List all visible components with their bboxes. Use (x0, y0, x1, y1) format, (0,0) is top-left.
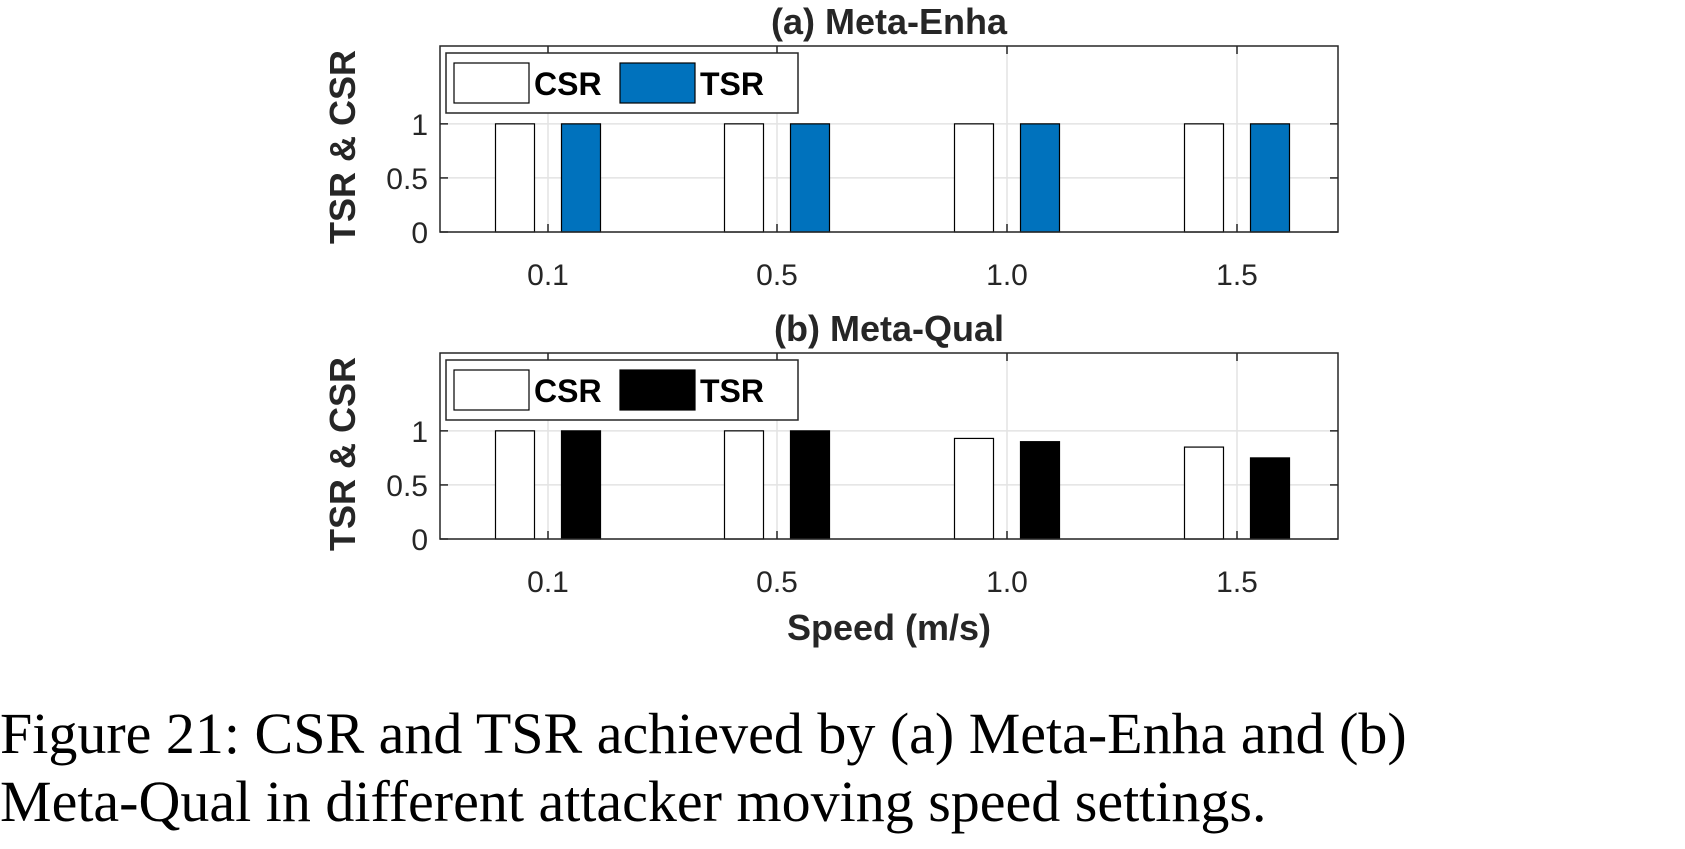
bar-tsr-0.5 (789, 430, 831, 540)
bar-tsr-1.5 (1249, 457, 1291, 540)
axes-box (439, 352, 1339, 540)
x-tick-label: 1.5 (1216, 259, 1258, 292)
bar-tsr-0.1 (560, 123, 602, 233)
y-tick-label: 1 (411, 416, 428, 449)
y-tick-label: 0.5 (386, 470, 428, 503)
x-axis-label: Speed (m/s) (787, 607, 991, 648)
bar-csr-0.1 (494, 430, 536, 540)
caption-line-2: Meta-Qual in different attacker moving s… (0, 769, 1267, 834)
y-axis-label: TSR & CSR (322, 50, 363, 244)
chart-title: (a) Meta-Enha (771, 1, 1008, 42)
bar-tsr-0.5 (789, 123, 831, 233)
bar-tsr-1.5 (1249, 123, 1291, 233)
x-tick-label: 0.1 (527, 566, 569, 599)
x-tick-label: 1.5 (1216, 566, 1258, 599)
legend-label-csr: CSR (534, 373, 602, 409)
bar-tsr-0.1 (560, 430, 602, 540)
x-tick-label: 1.0 (986, 566, 1028, 599)
chart-panel-1: 0 0.5 1 0.1 0.5 1.0 1.5 (a) Meta-Enha TSR & CSR C… (322, 1, 1339, 292)
legend-swatch-csr (453, 369, 530, 411)
bar-csr-0.1 (494, 123, 536, 233)
legend: CSR TSR (445, 359, 799, 421)
bar-csr-0.5 (723, 123, 765, 233)
bar-tsr-1.0 (1019, 123, 1061, 233)
bar-csr-0.5 (723, 430, 765, 540)
y-tick-label: 0.5 (386, 163, 428, 196)
y-tick-label: 0 (411, 217, 428, 250)
axes-box (439, 45, 1339, 233)
bar-tsr-1.0 (1019, 441, 1061, 540)
bar-csr-1.5 (1183, 123, 1225, 233)
x-tick-label: 0.5 (756, 259, 798, 292)
legend-label-tsr: TSR (700, 373, 764, 409)
legend-swatch-tsr (619, 62, 696, 104)
x-tick-label: 1.0 (986, 259, 1028, 292)
y-tick-label: 0 (411, 524, 428, 557)
bar-csr-1.0 (953, 123, 995, 233)
legend-swatch-csr (453, 62, 530, 104)
caption-line-1: Figure 21: CSR and TSR achieved by (a) M… (0, 701, 1407, 766)
figure: 0 0.5 1 0.1 0.5 1.0 1.5 (a) Meta-Enha TSR & CSR C… (322, 1, 1339, 648)
bar-csr-1.5 (1183, 446, 1225, 540)
chart-title: (b) Meta-Qual (774, 308, 1004, 349)
legend: CSR TSR (445, 52, 799, 114)
x-tick-label: 0.1 (527, 259, 569, 292)
legend-swatch-tsr (619, 369, 696, 411)
legend-label-csr: CSR (534, 66, 602, 102)
y-axis-label: TSR & CSR (322, 357, 363, 551)
x-tick-label: 0.5 (756, 566, 798, 599)
legend-label-tsr: TSR (700, 66, 764, 102)
chart-panel-2: 0 0.5 1 0.1 0.5 1.0 1.5 (b) Meta-Qual TSR & CSR S… (322, 308, 1339, 648)
bar-csr-1.0 (953, 437, 995, 540)
y-tick-label: 1 (411, 109, 428, 142)
figure-caption: Figure 21: CSR and TSR achieved by (a) M… (0, 700, 1685, 836)
